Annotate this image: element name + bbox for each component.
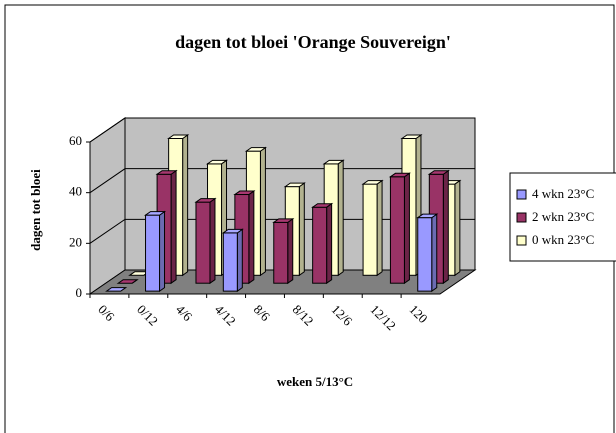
bar-top [205, 159, 229, 165]
bar [362, 183, 378, 276]
bar-side [376, 179, 383, 277]
bar-top [283, 182, 306, 188]
bar-top [400, 134, 423, 139]
bar-side [403, 172, 410, 285]
bar-side [326, 202, 333, 285]
bar-top [194, 198, 217, 203]
chart-title: dagen tot bloei 'Orange Souvereign' [175, 32, 451, 52]
bar-side [298, 182, 305, 277]
bar-top [167, 134, 190, 139]
legend-label: 2 wkn 23°C [532, 209, 594, 224]
bar-side [159, 210, 166, 293]
bar-side [454, 179, 461, 277]
bar-side [442, 169, 449, 285]
y-tick-label: 40 [69, 184, 82, 199]
bar [417, 217, 433, 292]
bar-side [287, 217, 294, 285]
bar [273, 221, 289, 284]
bar-top [155, 170, 178, 175]
legend-label: 0 wkn 23°C [532, 232, 594, 247]
bar-top [388, 172, 412, 178]
legend [509, 172, 616, 262]
bar-side [337, 159, 344, 277]
bar-top [416, 213, 439, 219]
bar-top [221, 228, 244, 234]
bar-side [182, 134, 189, 277]
bar-top [233, 190, 256, 196]
bar-top [116, 279, 139, 284]
y-axis-title: dagen tot bloei [28, 169, 43, 251]
y-tick-label: 0 [76, 285, 83, 300]
bar [145, 214, 161, 292]
bar-side [248, 190, 255, 285]
bar-top [322, 159, 345, 165]
bar-side [259, 146, 266, 277]
bar-top [105, 287, 128, 292]
bar-side [431, 213, 438, 293]
bar [389, 176, 405, 284]
legend-label: 4 wkn 23°C [532, 186, 594, 201]
bar-side [236, 228, 243, 293]
bar-top [272, 218, 295, 223]
side-wall [89, 117, 126, 295]
bar-top [244, 147, 267, 152]
grid-line [89, 218, 475, 244]
grid-line [89, 168, 475, 194]
legend-swatch [516, 189, 527, 200]
x-axis-title: weken 5/13°C [277, 374, 353, 389]
bar-top [361, 180, 384, 185]
bar-top [311, 203, 334, 208]
bar [195, 201, 211, 284]
bar-top [427, 170, 450, 175]
bar-side [170, 169, 177, 285]
legend-swatch [516, 212, 527, 223]
grid-line [89, 117, 475, 143]
legend-swatch [516, 235, 527, 246]
bar [312, 206, 328, 284]
bar-side [209, 197, 216, 285]
bar-top [143, 211, 167, 216]
y-tick-label: 20 [69, 234, 82, 249]
bar [222, 232, 238, 292]
y-tick-label: 60 [69, 133, 82, 148]
